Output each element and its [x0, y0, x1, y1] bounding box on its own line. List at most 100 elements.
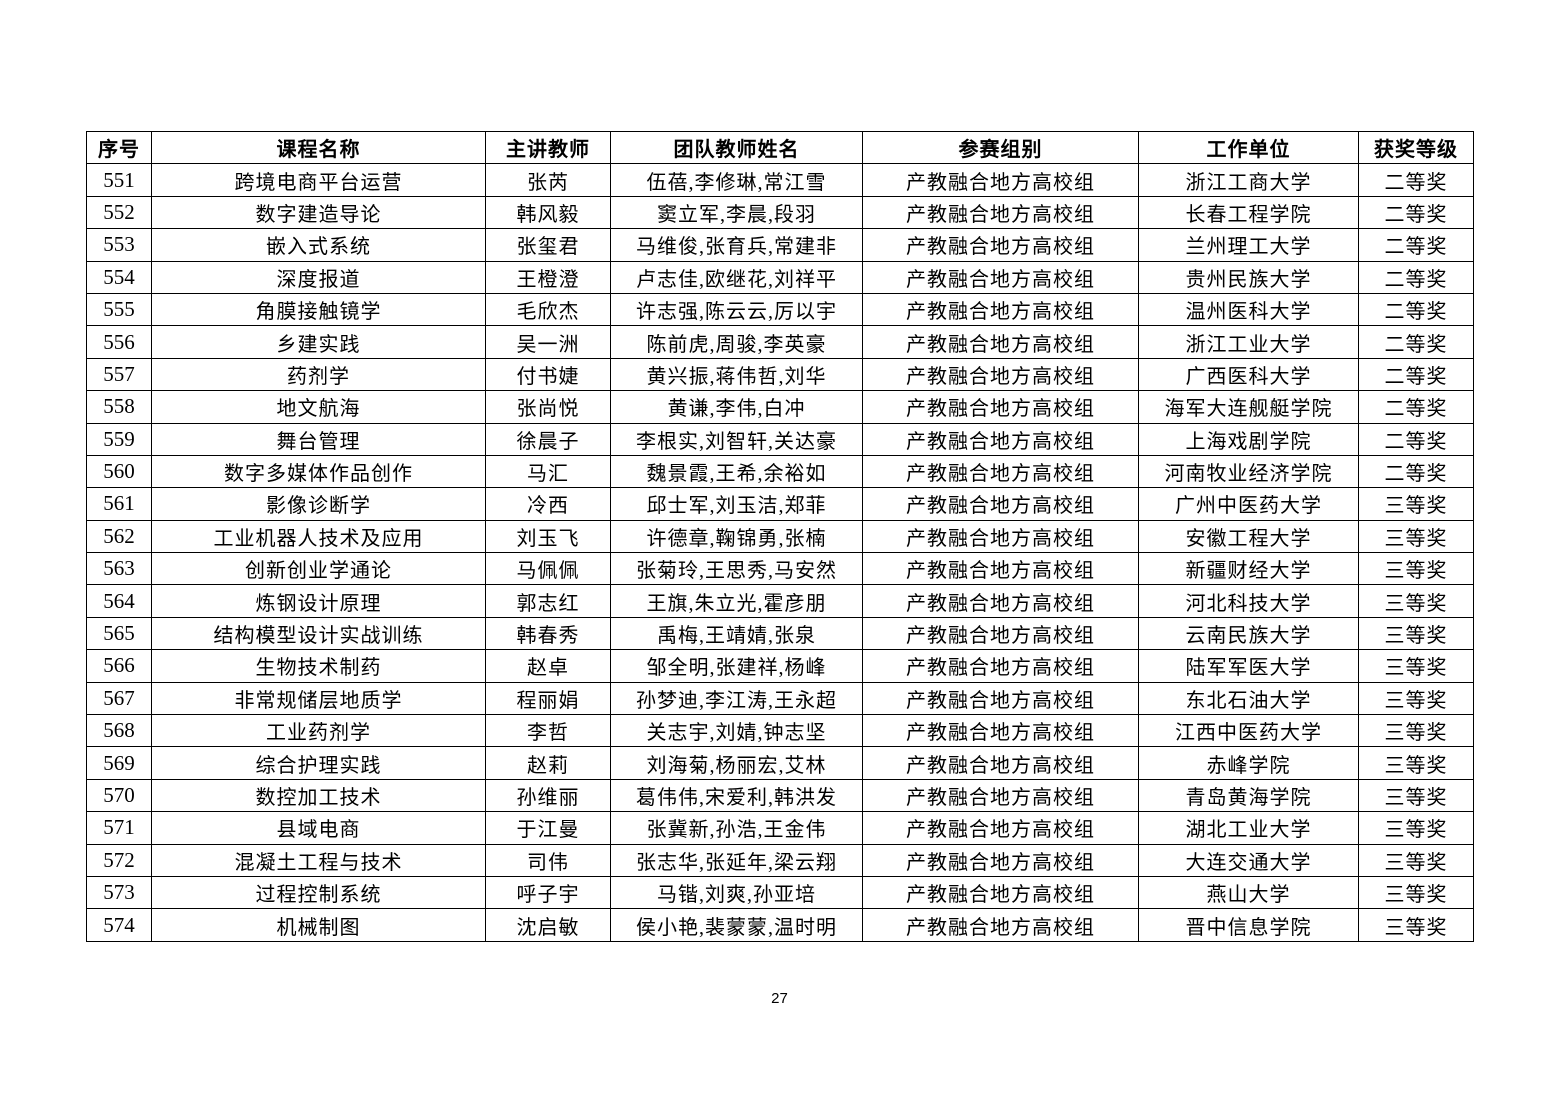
cell-award-level: 二等奖 — [1358, 163, 1474, 197]
cell-institution: 云南民族大学 — [1138, 616, 1359, 651]
cell-institution: 长春工程学院 — [1138, 195, 1359, 230]
cell-institution: 燕山大学 — [1138, 875, 1359, 910]
cell-lead-teacher: 马汇 — [485, 454, 611, 489]
cell-team-teachers: 葛伟伟,宋爱利,韩洪发 — [610, 778, 863, 813]
cell-group: 产教融合地方高校组 — [862, 454, 1139, 489]
cell-institution: 新疆财经大学 — [1138, 552, 1359, 586]
cell-group: 产教融合地方高校组 — [862, 552, 1139, 586]
cell-index: 555 — [86, 292, 152, 327]
cell-group: 产教融合地方高校组 — [862, 357, 1139, 392]
cell-group: 产教融合地方高校组 — [862, 778, 1139, 813]
cell-team-teachers: 张志华,张延年,梁云翔 — [610, 843, 863, 877]
cell-award-level: 二等奖 — [1358, 390, 1474, 424]
cell-course-name: 县域电商 — [151, 811, 486, 845]
table-row: 572 混凝土工程与技术 司伟 张志华,张延年,梁云翔 产教融合地方高校组 大连交通大学三… — [86, 843, 1474, 877]
cell-award-level: 三等奖 — [1358, 681, 1474, 716]
cell-award-level: 二等奖 — [1358, 454, 1474, 489]
cell-team-teachers: 伍蓓,李修琳,常江雪 — [610, 163, 863, 197]
cell-group: 产教融合地方高校组 — [862, 649, 1139, 683]
cell-lead-teacher: 于江曼 — [485, 811, 611, 845]
cell-course-name: 乡建实践 — [151, 325, 486, 359]
cell-index: 568 — [86, 714, 152, 748]
cell-group: 产教融合地方高校组 — [862, 584, 1139, 618]
cell-institution: 青岛黄海学院 — [1138, 778, 1359, 813]
cell-index: 560 — [86, 454, 152, 489]
cell-course-name: 数字建造导论 — [151, 195, 486, 230]
cell-institution: 贵州民族大学 — [1138, 260, 1359, 294]
cell-team-teachers: 张冀新,孙浩,王金伟 — [610, 811, 863, 845]
cell-lead-teacher: 沈启敏 — [485, 908, 611, 942]
cell-course-name: 舞台管理 — [151, 422, 486, 456]
cell-team-teachers: 孙梦迪,李江涛,王永超 — [610, 681, 863, 716]
cell-institution: 河南牧业经济学院 — [1138, 454, 1359, 489]
cell-team-teachers: 黄谦,李伟,白冲 — [610, 390, 863, 424]
cell-team-teachers: 李根实,刘智轩,关达豪 — [610, 422, 863, 456]
cell-award-level: 三等奖 — [1358, 778, 1474, 813]
cell-institution: 赤峰学院 — [1138, 746, 1359, 780]
cell-index: 551 — [86, 163, 152, 197]
cell-index: 558 — [86, 390, 152, 424]
cell-team-teachers: 马锴,刘爽,孙亚培 — [610, 875, 863, 910]
cell-course-name: 非常规储层地质学 — [151, 681, 486, 716]
cell-award-level: 二等奖 — [1358, 357, 1474, 392]
cell-group: 产教融合地方高校组 — [862, 746, 1139, 780]
cell-index: 562 — [86, 519, 152, 554]
table-row: 559 舞台管理 徐晨子 李根实,刘智轩,关达豪 产教融合地方高校组 上海戏剧学院 二等奖 — [86, 422, 1474, 456]
cell-award-level: 二等奖 — [1358, 228, 1474, 262]
table-row: 562 工业机器人技术及应用 刘玉飞 许德章,鞠锦勇,张楠 产教融合地方高校组 安徽工程大… — [86, 519, 1474, 554]
cell-group: 产教融合地方高校组 — [862, 616, 1139, 651]
cell-institution: 晋中信息学院 — [1138, 908, 1359, 942]
cell-course-name: 数字多媒体作品创作 — [151, 454, 486, 489]
table-row: 563 创新创业学通论 马佩佩 张菊玲,王思秀,马安然 产教融合地方高校组 新疆财经大学三… — [86, 552, 1474, 586]
cell-course-name: 影像诊断学 — [151, 487, 486, 521]
cell-course-name: 创新创业学通论 — [151, 552, 486, 586]
cell-award-level: 三等奖 — [1358, 649, 1474, 683]
table-row: 564 炼钢设计原理 郭志红 王旗,朱立光,霍彦朋 产教融合地方高校组 河北科技大学 三等奖 — [86, 584, 1474, 618]
table-body: 551 跨境电商平台运营 张芮 伍蓓,李修琳,常江雪 产教融合地方高校组 浙江工商大学 二等… — [86, 163, 1474, 942]
cell-index: 570 — [86, 778, 152, 813]
cell-lead-teacher: 徐晨子 — [485, 422, 611, 456]
table-row: 558 地文航海 张尚悦 黄谦,李伟,白冲 产教融合地方高校组 海军大连舰艇学院 二等奖 — [86, 390, 1474, 424]
cell-award-level: 三等奖 — [1358, 908, 1474, 942]
table-row: 567 非常规储层地质学 程丽娟 孙梦迪,李江涛,王永超 产教融合地方高校组 东北石油大学… — [86, 681, 1474, 716]
cell-lead-teacher: 吴一洲 — [485, 325, 611, 359]
cell-lead-teacher: 赵卓 — [485, 649, 611, 683]
cell-course-name: 跨境电商平台运营 — [151, 163, 486, 197]
cell-index: 565 — [86, 616, 152, 651]
cell-award-level: 三等奖 — [1358, 616, 1474, 651]
cell-index: 557 — [86, 357, 152, 392]
table-row: 555 角膜接触镜学 毛欣杰 许志强,陈云云,厉以宇 产教融合地方高校组 温州医科大学 二等… — [86, 292, 1474, 327]
page-number: 27 — [771, 990, 788, 1007]
header-institution: 工作单位 — [1138, 130, 1359, 165]
cell-index: 556 — [86, 325, 152, 359]
cell-group: 产教融合地方高校组 — [862, 228, 1139, 262]
cell-course-name: 生物技术制药 — [151, 649, 486, 683]
cell-team-teachers: 刘海菊,杨丽宏,艾林 — [610, 746, 863, 780]
cell-index: 566 — [86, 649, 152, 683]
cell-index: 572 — [86, 843, 152, 877]
cell-lead-teacher: 张玺君 — [485, 228, 611, 262]
cell-institution: 河北科技大学 — [1138, 584, 1359, 618]
cell-group: 产教融合地方高校组 — [862, 811, 1139, 845]
cell-team-teachers: 邱士军,刘玉洁,郑菲 — [610, 487, 863, 521]
cell-institution: 安徽工程大学 — [1138, 519, 1359, 554]
cell-course-name: 深度报道 — [151, 260, 486, 294]
cell-award-level: 二等奖 — [1358, 325, 1474, 359]
cell-institution: 东北石油大学 — [1138, 681, 1359, 716]
cell-course-name: 角膜接触镜学 — [151, 292, 486, 327]
cell-award-level: 三等奖 — [1358, 584, 1474, 618]
table-row: 565 结构模型设计实战训练 韩春秀 禹梅,王靖婧,张泉 产教融合地方高校组 云南民族大学… — [86, 616, 1474, 651]
cell-lead-teacher: 郭志红 — [485, 584, 611, 618]
cell-team-teachers: 陈前虎,周骏,李英豪 — [610, 325, 863, 359]
header-group: 参赛组别 — [862, 130, 1139, 165]
cell-institution: 浙江工商大学 — [1138, 163, 1359, 197]
cell-group: 产教融合地方高校组 — [862, 163, 1139, 197]
cell-course-name: 结构模型设计实战训练 — [151, 616, 486, 651]
cell-course-name: 数控加工技术 — [151, 778, 486, 813]
cell-award-level: 三等奖 — [1358, 552, 1474, 586]
cell-index: 563 — [86, 552, 152, 586]
cell-index: 573 — [86, 875, 152, 910]
cell-group: 产教融合地方高校组 — [862, 325, 1139, 359]
cell-index: 559 — [86, 422, 152, 456]
cell-institution: 湖北工业大学 — [1138, 811, 1359, 845]
